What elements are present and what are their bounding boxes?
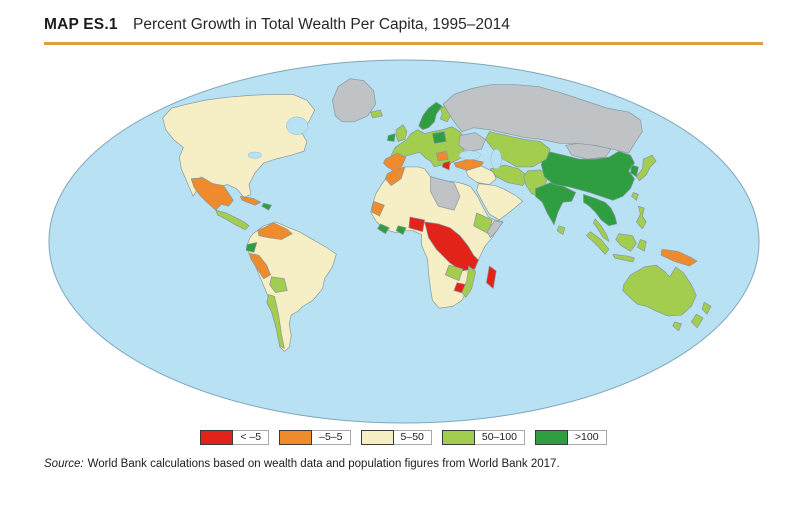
region-arabia bbox=[475, 183, 523, 221]
region-peru bbox=[248, 252, 271, 280]
region-bolivia bbox=[268, 276, 288, 293]
legend-item: >100 bbox=[534, 430, 607, 445]
region-libya-chad bbox=[429, 176, 460, 211]
region-greece bbox=[441, 160, 450, 171]
legend-swatch-red bbox=[200, 430, 234, 445]
region-indochina bbox=[582, 194, 617, 227]
region-cuba bbox=[239, 196, 261, 206]
region-australia bbox=[621, 264, 697, 317]
legend-label: 5–50 bbox=[393, 430, 432, 445]
legend-swatch-orange bbox=[279, 430, 313, 445]
region-ukraine bbox=[458, 132, 486, 152]
region-ghana bbox=[395, 225, 406, 235]
region-central-asia bbox=[484, 131, 550, 168]
source-label: Source: bbox=[44, 458, 84, 470]
hudson-bay bbox=[285, 116, 308, 135]
region-north-america bbox=[161, 94, 315, 198]
figure-header: MAP ES.1 Percent Growth in Total Wealth … bbox=[44, 14, 763, 45]
legend-label: 50–100 bbox=[474, 430, 525, 445]
region-new-guinea bbox=[660, 249, 698, 267]
great-lakes bbox=[247, 151, 262, 159]
legend-item: 50–100 bbox=[441, 430, 525, 445]
black-sea bbox=[458, 150, 481, 160]
region-balkans bbox=[435, 150, 448, 162]
region-senegal-mauritania bbox=[370, 200, 385, 217]
region-indonesia-sulawesi bbox=[636, 239, 647, 252]
region-poland bbox=[431, 131, 447, 144]
source-text: World Bank calculations based on wealth … bbox=[87, 458, 560, 470]
caspian-sea bbox=[490, 149, 502, 170]
source-note: Source: World Bank calculations based on … bbox=[44, 458, 763, 470]
legend-item: < –5 bbox=[200, 430, 270, 445]
world-map bbox=[44, 57, 763, 426]
world-map-svg bbox=[47, 59, 760, 424]
region-new-zealand-south bbox=[690, 313, 703, 329]
region-somalia bbox=[486, 220, 503, 238]
region-venezuela bbox=[257, 222, 293, 240]
region-zambia bbox=[444, 264, 463, 282]
region-indonesia-sumatra bbox=[585, 231, 609, 255]
region-south-america bbox=[246, 221, 337, 352]
figure-number: MAP ES.1 bbox=[44, 16, 118, 33]
region-iberia bbox=[382, 152, 406, 173]
region-central-africa bbox=[423, 221, 479, 272]
legend-swatch-light-green bbox=[441, 430, 475, 445]
region-iceland bbox=[369, 109, 383, 119]
region-madagascar bbox=[485, 265, 497, 289]
region-tasmania bbox=[671, 321, 682, 332]
region-middle-east bbox=[464, 165, 497, 185]
region-russia bbox=[442, 84, 643, 154]
region-taiwan bbox=[630, 192, 639, 201]
region-united-kingdom bbox=[395, 124, 407, 142]
region-ireland bbox=[386, 133, 396, 142]
legend-label: >100 bbox=[567, 430, 607, 445]
region-central-america bbox=[214, 209, 249, 231]
region-new-zealand-north bbox=[701, 301, 711, 315]
region-philippines bbox=[635, 205, 647, 230]
figure-title-line: MAP ES.1 Percent Growth in Total Wealth … bbox=[44, 14, 763, 36]
ocean bbox=[47, 59, 760, 424]
region-malay-peninsula bbox=[592, 218, 609, 242]
region-china bbox=[540, 150, 635, 201]
figure-title: Percent Growth in Total Wealth Per Capit… bbox=[133, 16, 510, 33]
legend-item: 5–50 bbox=[360, 430, 432, 445]
region-liberia bbox=[376, 223, 390, 234]
region-japan bbox=[635, 154, 656, 182]
report-figure-page: MAP ES.1 Percent Growth in Total Wealth … bbox=[44, 14, 763, 470]
region-scandinavia bbox=[417, 101, 443, 131]
legend-swatch-dark-green bbox=[534, 430, 568, 445]
region-sri-lanka bbox=[556, 225, 565, 235]
region-greenland bbox=[331, 78, 376, 123]
region-mozambique bbox=[461, 265, 476, 298]
header-rule bbox=[44, 42, 763, 45]
legend-item: –5–5 bbox=[279, 430, 351, 445]
region-nigeria bbox=[408, 216, 425, 233]
map-legend: < –5 –5–5 5–50 50–100 >100 bbox=[44, 430, 763, 445]
region-indonesia-java bbox=[612, 253, 635, 263]
legend-label: –5–5 bbox=[312, 430, 351, 445]
legend-label: < –5 bbox=[233, 430, 270, 445]
region-mexico bbox=[190, 177, 234, 211]
region-ecuador bbox=[245, 242, 257, 253]
legend-swatch-cream bbox=[360, 430, 394, 445]
region-hispaniola bbox=[260, 202, 272, 211]
region-chile bbox=[265, 294, 285, 349]
region-morocco bbox=[384, 166, 405, 186]
region-indonesia-borneo bbox=[615, 233, 637, 252]
